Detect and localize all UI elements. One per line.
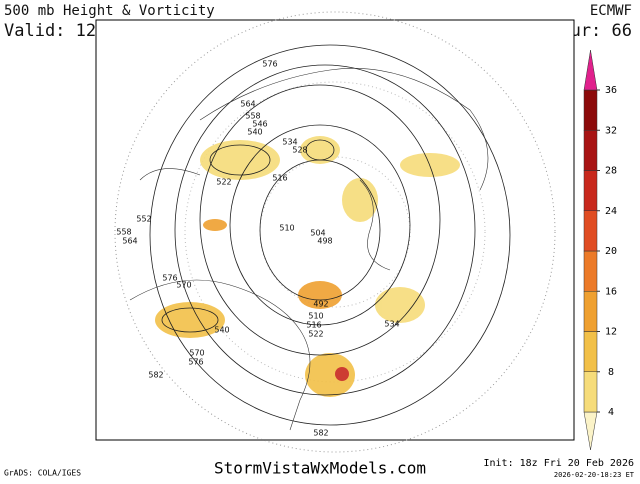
- colorbar: 4 8 12 16 20 24 28 32 36: [583, 49, 617, 451]
- model: ECMWF: [590, 3, 632, 19]
- contour-label: 570: [176, 281, 191, 290]
- colorbar-label: 32: [605, 125, 617, 136]
- contour-label: 546: [252, 120, 267, 129]
- timestamp: 2026-02-20-18:23 ET: [554, 471, 635, 479]
- colorbar-segment: [583, 170, 598, 211]
- contour-label: 534: [384, 320, 399, 329]
- colorbar-label: 36: [605, 85, 617, 96]
- colorbar-label: 4: [608, 407, 614, 418]
- contour-label: 534: [282, 138, 297, 147]
- contour-label: 558: [245, 112, 260, 121]
- colorbar-segment: [583, 250, 598, 292]
- contour-label: 504: [310, 229, 325, 238]
- colorbar-label: 20: [605, 246, 617, 257]
- contour-label: 516: [306, 321, 321, 330]
- init-time: Init: 18z Fri 20 Feb 2026: [483, 458, 634, 469]
- contour-label: 564: [240, 100, 255, 109]
- colorbar-high-triangle: [583, 49, 598, 91]
- colorbar-segment: [583, 89, 598, 131]
- contour-label: 510: [279, 224, 294, 233]
- grads-credit: GrADS: COLA/IGES: [4, 469, 81, 478]
- contour-label: 576: [162, 274, 177, 283]
- colorbar-segment: [583, 331, 598, 372]
- contour-label: 564: [122, 237, 137, 246]
- contour-label: 582: [148, 371, 163, 380]
- colorbar-segment: [583, 371, 598, 413]
- contour-label: 522: [308, 330, 323, 339]
- contour-label: 498: [317, 237, 332, 246]
- colorbar-label: 28: [605, 166, 617, 177]
- contour-label: 540: [247, 128, 262, 137]
- colorbar-segment: [583, 210, 598, 252]
- colorbar-segment: [583, 130, 598, 171]
- contour-label: 540: [214, 326, 229, 335]
- contour-label: 576: [188, 358, 203, 367]
- title: 500 mb Height & Vorticity: [4, 3, 215, 19]
- contour-label: 558: [116, 228, 131, 237]
- contour-label: 576: [262, 60, 277, 69]
- contour-label: 492: [313, 300, 328, 309]
- contour-label: 552: [136, 215, 151, 224]
- contour-label: 510: [308, 312, 323, 321]
- contour-label: 582: [313, 429, 328, 438]
- contour-label: 516: [272, 174, 287, 183]
- colorbar-label: 24: [605, 206, 617, 217]
- colorbar-label: 12: [605, 327, 617, 338]
- colorbar-label: 8: [608, 367, 614, 378]
- contour-label: 528: [292, 146, 307, 155]
- contour-label: 570: [189, 349, 204, 358]
- contour-label: 522: [216, 178, 231, 187]
- site: StormVistaWxModels.com: [214, 459, 426, 478]
- height-contours: [149, 44, 511, 426]
- coastlines: [129, 68, 489, 431]
- colorbar-segment: [583, 291, 598, 332]
- colorbar-label: 16: [605, 286, 617, 297]
